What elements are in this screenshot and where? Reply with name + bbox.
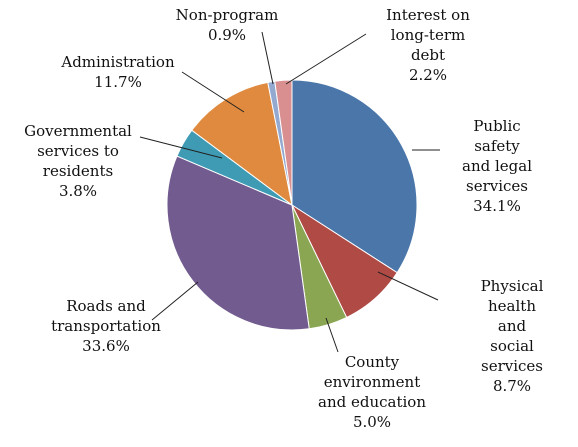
- value-label: 2.2%: [408, 66, 448, 84]
- leader-line: [285, 33, 367, 85]
- category-label: Administration: [61, 53, 175, 71]
- value-label: 3.8%: [58, 182, 98, 200]
- slice-label: Roads and transportation 33.6%: [51, 296, 161, 356]
- category-label: Physical health and social services: [480, 277, 544, 375]
- slice-label: Interest on long-term debt 2.2%: [386, 5, 470, 85]
- category-label: Interest on long-term debt: [386, 6, 470, 64]
- category-label: Roads and transportation: [51, 297, 161, 335]
- leader-line: [377, 271, 439, 301]
- leader-line: [261, 31, 274, 85]
- category-label: Governmental services to residents: [24, 122, 132, 180]
- value-label: 33.6%: [82, 337, 130, 355]
- slice-label: Administration 11.7%: [61, 52, 174, 92]
- slice-label: Governmental services to residents 3.8%: [24, 121, 132, 201]
- pie-slice: [166, 155, 310, 331]
- category-label: Public safety and legal services: [462, 117, 532, 195]
- value-label: 8.7%: [492, 377, 532, 395]
- leader-line: [325, 317, 339, 353]
- value-label: 34.1%: [473, 197, 521, 215]
- value-label: 11.7%: [94, 73, 142, 91]
- leader-line: [181, 71, 245, 113]
- slice-label: Public safety and legal services 34.1%: [457, 116, 538, 216]
- slice-label: County environment and education 5.0%: [318, 352, 426, 432]
- value-label: 5.0%: [352, 413, 392, 431]
- leader-line: [139, 136, 223, 159]
- slice-label: Non-program 0.9%: [176, 5, 279, 45]
- pie-slice: [191, 81, 293, 207]
- category-label: County environment and education: [318, 353, 426, 411]
- slice-label: Physical health and social services 8.7%: [479, 276, 545, 396]
- pie-slice: [291, 79, 418, 274]
- category-label: Non-program: [175, 6, 279, 24]
- value-label: 0.9%: [207, 26, 247, 44]
- leader-line: [151, 281, 199, 321]
